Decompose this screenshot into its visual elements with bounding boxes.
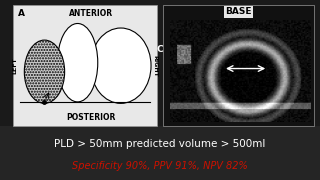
Text: ANTERIOR: ANTERIOR [69, 9, 113, 18]
Text: BASE: BASE [225, 7, 252, 16]
Bar [163, 5, 314, 126]
Text: ⬮: ⬮ [236, 23, 241, 30]
Ellipse shape [58, 24, 98, 102]
Bar [0, 126, 320, 180]
Ellipse shape [24, 40, 65, 103]
Ellipse shape [91, 28, 151, 103]
Text: RIGHT: RIGHT [153, 55, 158, 76]
Text: C: C [157, 45, 164, 54]
Text: Specificity 90%, PPV 91%, NPV 82%: Specificity 90%, PPV 91%, NPV 82% [72, 161, 248, 171]
Text: A: A [18, 9, 25, 18]
Text: LEFT: LEFT [12, 57, 17, 74]
Bar [13, 5, 157, 126]
Text: POSTERIOR: POSTERIOR [67, 113, 116, 122]
Text: PLD > 50mm predicted volume > 500ml: PLD > 50mm predicted volume > 500ml [54, 139, 266, 149]
